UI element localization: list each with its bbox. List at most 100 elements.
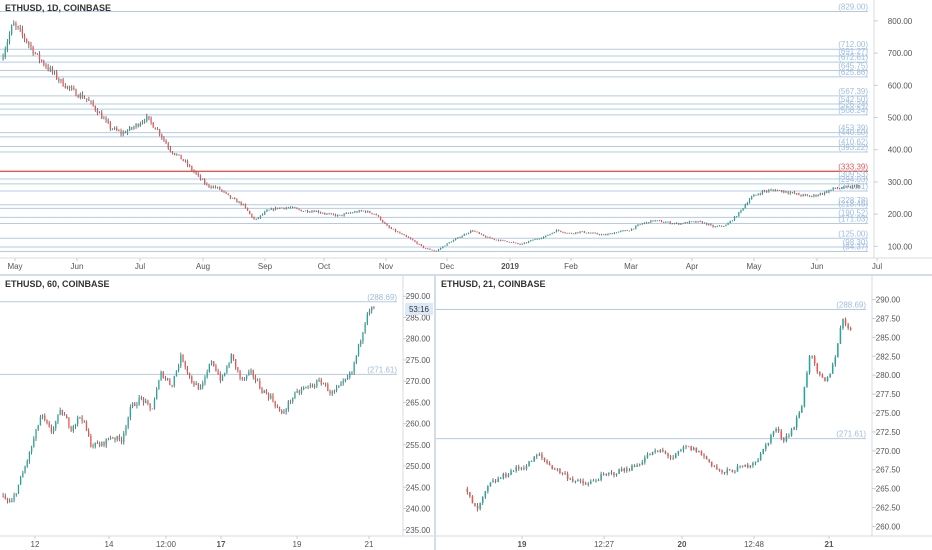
candle-body	[388, 225, 390, 228]
candle-body	[287, 401, 289, 410]
horizontal-level-label: (542.50)	[838, 95, 868, 104]
candle-body	[605, 474, 608, 476]
candle-body	[64, 86, 66, 88]
candle-body	[340, 383, 342, 386]
y-tick-label: 260.00	[406, 420, 431, 429]
candle-body	[357, 344, 360, 356]
candle-body	[843, 186, 845, 189]
horizontal-level-label: (288.69)	[836, 300, 866, 309]
candle-body	[274, 401, 276, 407]
x-tick-label: May	[746, 262, 761, 271]
candle-body	[851, 186, 854, 188]
candle-body	[261, 388, 263, 393]
hourly-chart-panel[interactable]: 235.00 240.00 245.00 250.00 255.00 260.00 265.…	[0, 276, 434, 550]
candle-body	[116, 127, 118, 131]
candle-body	[455, 238, 457, 241]
candle-body	[139, 123, 141, 127]
candle-body	[23, 34, 26, 39]
candle-body	[431, 249, 433, 251]
candle-body	[736, 466, 739, 472]
candle-body	[570, 233, 573, 234]
candle-body	[556, 468, 559, 470]
horizontal-panel-divider[interactable]	[0, 274, 932, 276]
candle-body	[584, 483, 587, 485]
candle-body	[680, 449, 682, 452]
candle-body	[360, 210, 362, 212]
candle-body	[566, 232, 568, 234]
candle-body	[212, 186, 214, 188]
candle-body	[816, 363, 819, 372]
candle-body	[523, 467, 525, 469]
candle-body	[287, 207, 290, 209]
candle-body	[517, 243, 519, 244]
candle-body	[261, 214, 264, 216]
candle-body	[245, 375, 248, 379]
candle-body	[118, 436, 121, 440]
candle-body	[733, 216, 736, 221]
candle-body	[254, 376, 257, 381]
daily-chart-svg[interactable]: 100.00 200.00 300.00 400.00 500.00 600.00 700.…	[0, 0, 932, 274]
candle-body	[547, 235, 549, 236]
candle-body	[710, 224, 712, 226]
candle-body	[270, 395, 272, 399]
horizontal-level-label: (410.62)	[838, 137, 868, 146]
candle-body	[120, 130, 122, 135]
candle-body	[837, 343, 839, 358]
candle-body	[476, 231, 478, 233]
candle-body	[313, 211, 315, 213]
candle-body	[581, 231, 583, 233]
x-tick-label: Apr	[686, 262, 699, 271]
candle-body	[489, 482, 492, 487]
x-tick-label: Dec	[440, 262, 454, 271]
candle-body	[487, 236, 489, 238]
candle-body	[517, 466, 520, 469]
candle-body	[19, 477, 22, 485]
candle-body	[9, 500, 11, 503]
daily-chart-panel[interactable]: 100.00 200.00 300.00 400.00 500.00 600.00 700.…	[0, 0, 932, 274]
y-tick-label: 277.50	[876, 390, 901, 399]
candle-body	[429, 248, 431, 250]
candle-body	[73, 87, 75, 90]
y-tick-label: 270.00	[406, 377, 431, 386]
candle-body	[98, 443, 101, 446]
x-tick-label: Nov	[379, 262, 393, 271]
candle-body	[81, 93, 84, 99]
candle-body	[752, 463, 754, 466]
y-tick-label: 100.00	[888, 242, 913, 251]
y-tick-label: 500.00	[888, 114, 913, 123]
candle-body	[342, 380, 344, 384]
candle-body	[646, 454, 649, 458]
candle-body	[234, 198, 236, 200]
candle-body	[13, 495, 15, 501]
candle-body	[542, 236, 545, 239]
candle-body	[772, 189, 774, 191]
candle-body	[652, 220, 654, 222]
candle-body	[582, 480, 584, 484]
candle-body	[367, 211, 369, 213]
candle-body	[182, 354, 184, 362]
candle-body	[838, 188, 841, 190]
x-tick-label: 21	[365, 540, 374, 549]
y-tick-label: 262.50	[876, 504, 901, 513]
candle-body	[821, 374, 824, 378]
candle-body	[128, 127, 131, 131]
candle-body	[335, 387, 338, 391]
candle-body	[92, 446, 94, 448]
candle-body	[152, 122, 154, 128]
candle-body	[579, 231, 581, 233]
hourly-chart-svg[interactable]: 235.00 240.00 245.00 250.00 255.00 260.00 265.…	[0, 276, 434, 550]
candle-body	[533, 456, 535, 462]
candle-body	[134, 403, 136, 406]
minute-chart-svg[interactable]: 260.00 262.50 265.00 267.50 270.00 272.50 275.…	[436, 276, 932, 550]
candle-body	[446, 243, 448, 246]
candle-body	[329, 390, 331, 394]
candle-body	[272, 395, 274, 402]
candle-body	[294, 207, 296, 209]
candle-body	[229, 195, 232, 199]
vertical-panel-divider[interactable]	[434, 276, 436, 550]
candle-body	[656, 450, 659, 452]
candle-body	[403, 234, 405, 236]
minute-chart-panel[interactable]: 260.00 262.50 265.00 267.50 270.00 272.50 275.…	[436, 276, 932, 550]
candle-body	[757, 460, 759, 462]
x-tick-label: Sep	[258, 262, 273, 271]
